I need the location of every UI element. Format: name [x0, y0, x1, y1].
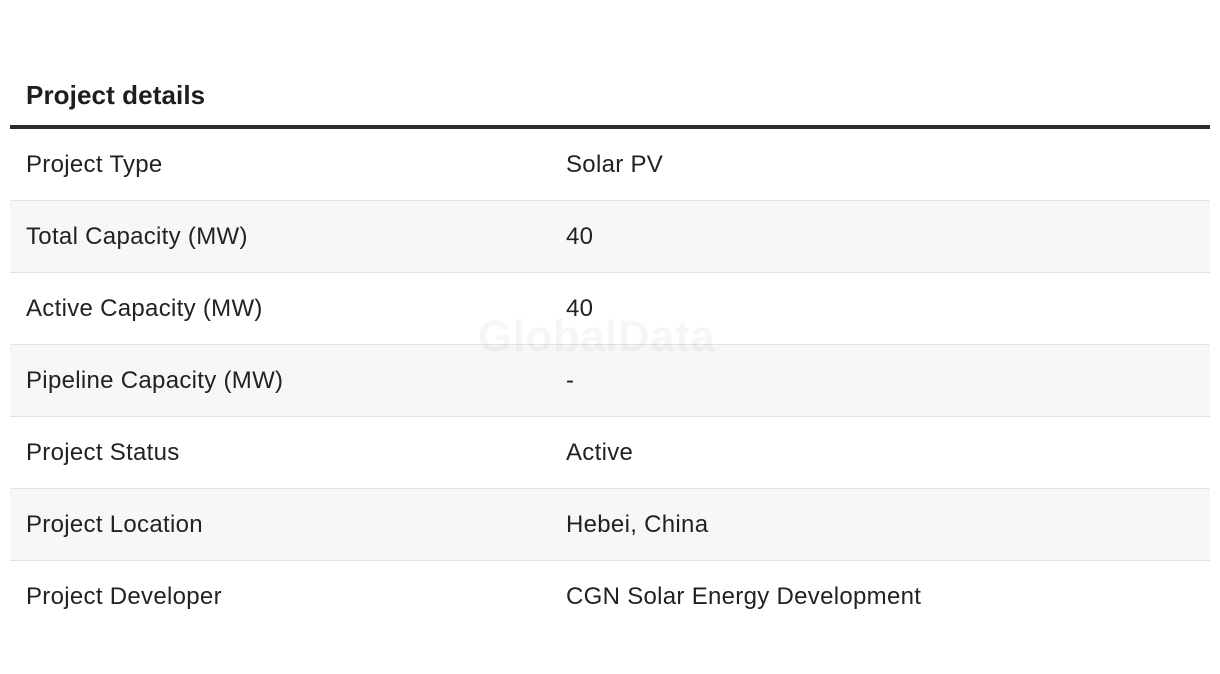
- table-row-pipeline-capacity: Pipeline Capacity (MW) -: [10, 345, 1210, 417]
- table-row-project-location: Project Location Hebei, China: [10, 489, 1210, 561]
- table-row-total-capacity: Total Capacity (MW) 40: [10, 201, 1210, 273]
- row-label: Pipeline Capacity (MW): [26, 366, 284, 394]
- row-label: Project Developer: [26, 582, 222, 610]
- row-value: Active: [566, 438, 634, 466]
- table-row-project-developer: Project Developer CGN Solar Energy Devel…: [10, 561, 1210, 632]
- table-row-project-status: Project Status Active: [10, 417, 1210, 489]
- row-value: 40: [566, 222, 594, 250]
- table-row-project-type: Project Type Solar PV: [10, 129, 1210, 201]
- row-value: Solar PV: [566, 150, 664, 178]
- section-title: Project details: [26, 80, 206, 110]
- row-value: -: [566, 366, 575, 394]
- row-label: Project Status: [26, 438, 180, 466]
- title-divider: [10, 125, 1210, 129]
- row-label: Active Capacity (MW): [26, 294, 263, 322]
- row-value: Hebei, China: [566, 510, 709, 538]
- details-table: Project Type Solar PV Total Capacity (MW…: [10, 129, 1210, 632]
- table-row-active-capacity: Active Capacity (MW) 40: [10, 273, 1210, 345]
- row-label: Project Location: [26, 510, 203, 538]
- row-label: Total Capacity (MW): [26, 222, 248, 250]
- row-value: CGN Solar Energy Development: [566, 582, 922, 610]
- row-label: Project Type: [26, 150, 163, 178]
- row-value: 40: [566, 294, 594, 322]
- project-details-panel: Project details Project Type Solar PV To…: [10, 70, 1210, 632]
